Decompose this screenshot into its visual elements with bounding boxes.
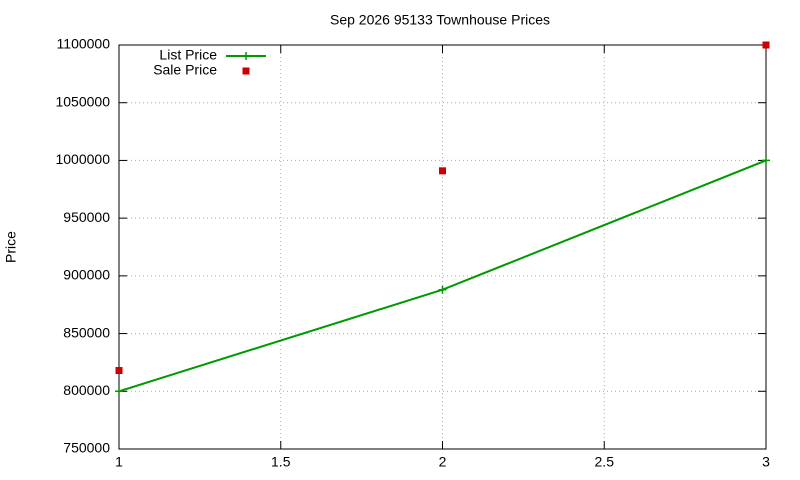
legend-label: Sale Price [153, 62, 217, 78]
y-tick-label: 1100000 [57, 36, 111, 52]
x-tick-label: 1.5 [271, 454, 291, 470]
point [762, 41, 770, 49]
y-tick-label: 1050000 [55, 93, 110, 109]
point [438, 285, 447, 294]
point [115, 387, 123, 396]
chart-title: Sep 2026 95133 Townhouse Prices [330, 12, 550, 28]
legend-marker [242, 67, 250, 75]
x-tick-label: 3 [762, 454, 770, 470]
x-tick-label: 2.5 [595, 454, 615, 470]
y-tick-label: 750000 [63, 440, 110, 456]
plot-border [118, 44, 767, 450]
y-tick-label: 800000 [63, 382, 110, 398]
y-tick-label: 850000 [63, 324, 110, 340]
y-tick-label: 950000 [63, 209, 110, 225]
y-tick-label: 1000000 [55, 151, 110, 167]
point [115, 367, 123, 375]
legend-label: List Price [159, 47, 217, 63]
legend-marker [242, 52, 250, 60]
x-tick-label: 1 [115, 454, 123, 470]
point [439, 167, 446, 175]
y-axis-label: Price [3, 231, 19, 263]
x-tick-label: 2 [439, 454, 447, 470]
y-tick-label: 900000 [63, 267, 110, 283]
point [762, 156, 770, 165]
